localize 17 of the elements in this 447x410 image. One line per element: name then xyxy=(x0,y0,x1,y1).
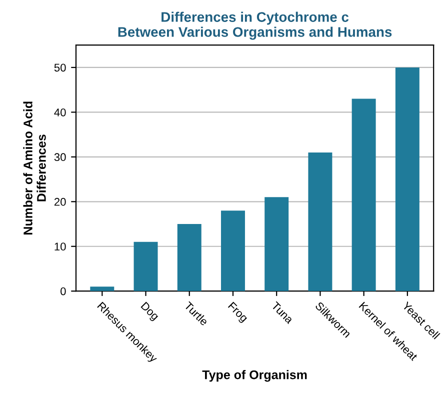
y-axis-title: Number of Amino Acid Differences xyxy=(23,102,46,234)
bar xyxy=(177,224,202,292)
y-tick-label: 40 xyxy=(54,108,66,116)
bar xyxy=(352,98,376,292)
y-tick-label: 0 xyxy=(60,287,66,296)
bar xyxy=(134,242,158,292)
bar xyxy=(308,152,332,292)
chart-title: Differences in Cytochrome c Between Various Organisms and Humans xyxy=(118,12,392,40)
bar xyxy=(395,67,420,292)
x-axis-title: Type of Organism xyxy=(202,370,307,382)
y-tick-label: 30 xyxy=(54,153,66,162)
y-tick-label: 50 xyxy=(54,64,66,72)
y-tick-label: 10 xyxy=(54,242,66,251)
y-tick-label: 20 xyxy=(54,198,66,206)
bar xyxy=(264,197,289,292)
bar xyxy=(220,210,245,292)
bar xyxy=(90,286,114,292)
